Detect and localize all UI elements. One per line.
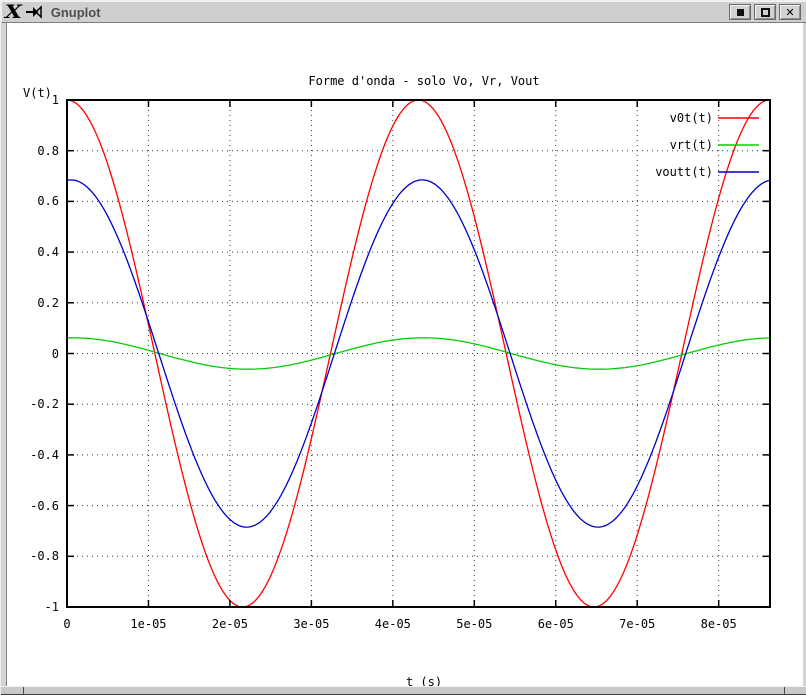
- y-tick-label: 0: [51, 346, 59, 361]
- x-tick-label: 4e-05: [374, 617, 411, 631]
- close-icon: ✕: [785, 5, 795, 19]
- window-titlebar[interactable]: X Gnuplot ✕: [1, 1, 806, 23]
- x-tick-label: 6e-05: [537, 617, 574, 631]
- legend-label: vrt(t): [669, 138, 713, 152]
- minimize-icon: [736, 8, 744, 16]
- x-tick-label: 1e-05: [130, 617, 167, 631]
- curve-vouttt: [66, 179, 770, 528]
- maximize-icon: [760, 7, 770, 17]
- x-tick-label: 7e-05: [619, 617, 656, 631]
- x-tick-label: 0: [63, 617, 71, 631]
- y-tick-label: 0.8: [37, 143, 59, 158]
- y-tick-label: -0.8: [30, 549, 59, 564]
- y-tick-label: 1: [51, 93, 59, 107]
- y-tick-label: 0.4: [37, 245, 59, 260]
- y-tick-label: 0.2: [37, 295, 59, 310]
- y-axis-label: V(t): [23, 86, 52, 100]
- legend-label: voutt(t): [655, 165, 713, 179]
- chart-title: Forme d'onda - solo Vo, Vr, Vout: [308, 74, 540, 88]
- legend-label: v0t(t): [669, 111, 713, 125]
- close-button[interactable]: ✕: [779, 4, 801, 20]
- x-tick-label: 5e-05: [456, 617, 493, 631]
- minimize-button[interactable]: [729, 4, 751, 20]
- resize-corner-divider: [784, 687, 785, 695]
- window-title: Gnuplot: [50, 4, 101, 20]
- x-tick-label: 8e-05: [700, 617, 737, 631]
- y-tick-label: 0.6: [37, 194, 59, 209]
- y-tick-label: -0.2: [30, 397, 59, 412]
- y-tick-label: -0.4: [30, 447, 59, 462]
- x-tick-label: 3e-05: [293, 617, 330, 631]
- y-tick-label: -1: [44, 600, 59, 614]
- curve-vrtt: [67, 337, 769, 370]
- pushpin-icon: [25, 4, 43, 20]
- plot-canvas: Forme d'onda - solo Vo, Vr, Vout V(t) t …: [6, 23, 803, 689]
- x-tick-label: 2e-05: [211, 617, 248, 631]
- x-axis-label: t (s): [405, 675, 443, 689]
- window-resize-bar[interactable]: [1, 686, 806, 695]
- y-tick-label: -0.6: [30, 498, 59, 513]
- maximize-button[interactable]: [754, 4, 776, 20]
- x11-logo-icon: X: [4, 0, 22, 23]
- resize-corner-divider: [23, 687, 24, 695]
